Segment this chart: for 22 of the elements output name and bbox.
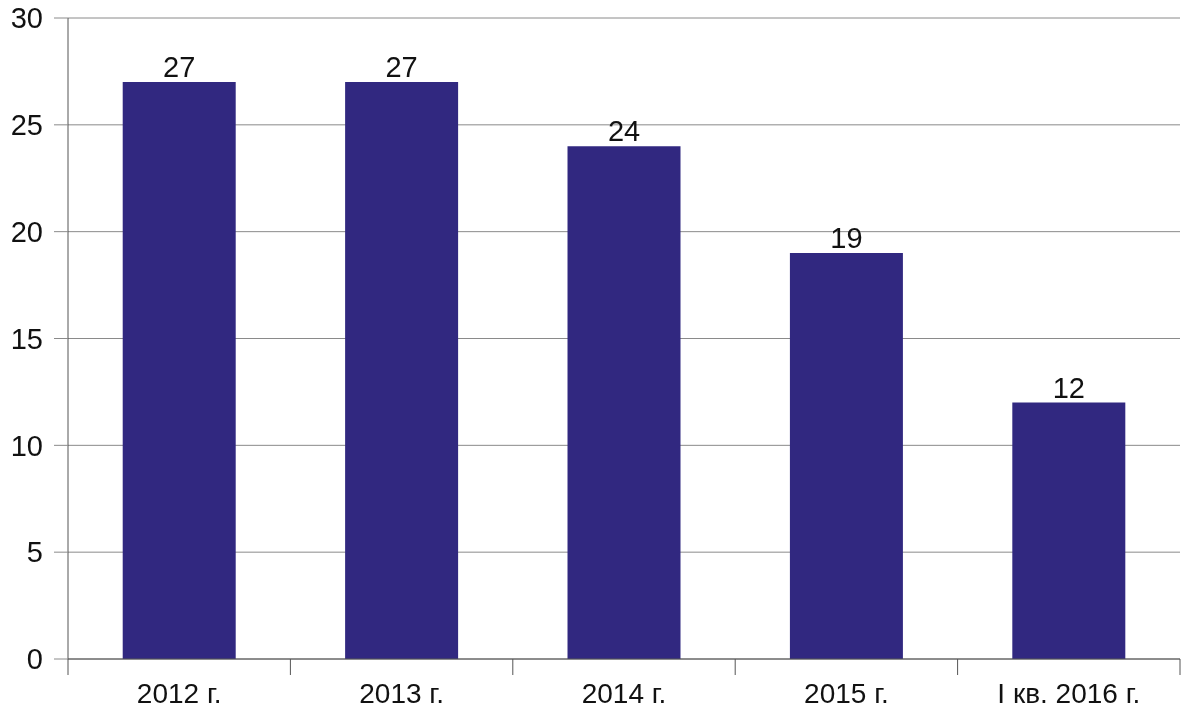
y-tick-label: 25 [10, 109, 43, 142]
y-tick-label: 0 [26, 643, 43, 676]
bar [1012, 402, 1126, 659]
data-label: 24 [607, 115, 641, 148]
bar [567, 146, 681, 659]
x-tick-label: 2012 г. [136, 677, 222, 709]
y-tick-label: 15 [10, 322, 43, 355]
data-label: 12 [1052, 371, 1085, 404]
bar [345, 82, 459, 659]
data-label: 27 [163, 51, 196, 84]
x-tick-label: 2014 г. [581, 677, 667, 709]
x-tick-label: I кв. 2016 г. [997, 677, 1141, 709]
y-tick-label: 30 [10, 2, 43, 35]
data-label: 19 [830, 222, 863, 255]
data-label: 27 [385, 51, 418, 84]
x-tick-label: 2013 г. [359, 677, 444, 709]
y-tick-label: 5 [26, 536, 43, 569]
x-tick-label: 2015 г. [804, 677, 889, 709]
bar [789, 253, 903, 659]
y-tick-label: 10 [10, 429, 43, 462]
y-tick-label: 20 [10, 215, 43, 248]
bar [122, 82, 236, 659]
